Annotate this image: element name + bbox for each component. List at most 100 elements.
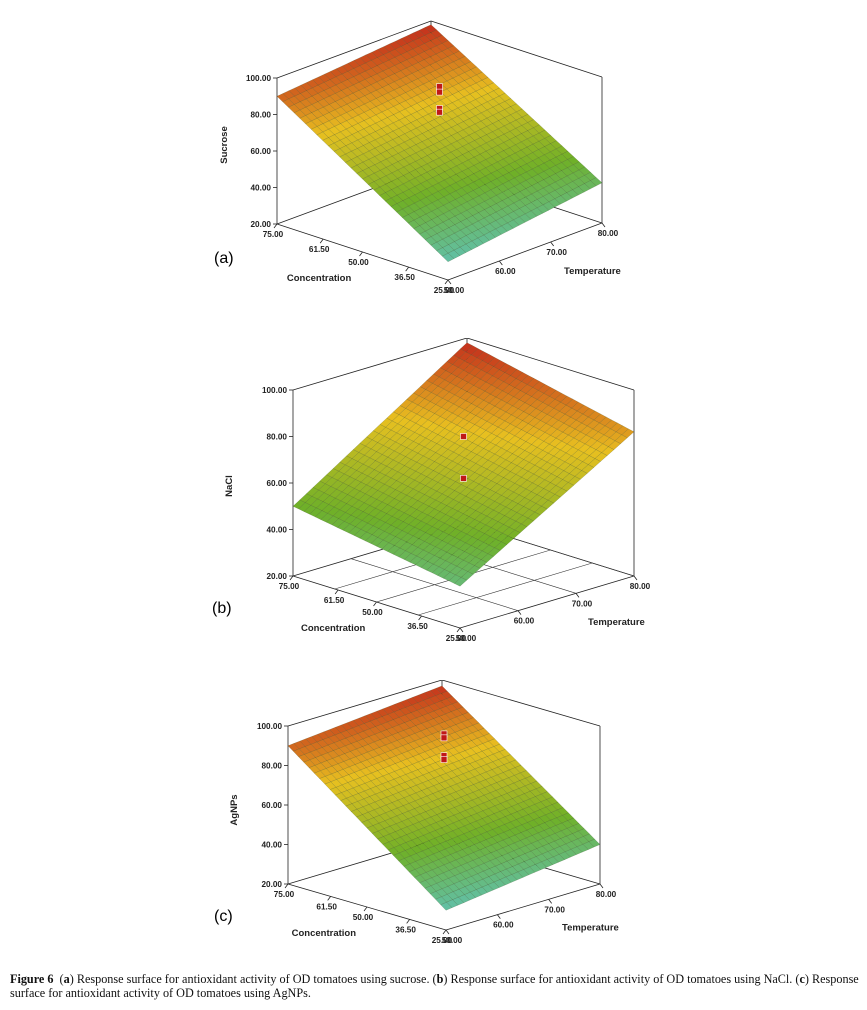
surface-patch xyxy=(450,557,464,567)
surface-patch xyxy=(544,819,557,829)
surface-patch xyxy=(367,469,381,479)
surface-patch xyxy=(454,229,467,239)
surface-patch xyxy=(337,521,351,531)
surface-patch xyxy=(292,499,306,510)
surface-patch xyxy=(452,83,465,92)
box-edge xyxy=(447,222,603,281)
surface-patch xyxy=(444,786,457,795)
surface-patch xyxy=(401,524,415,534)
box-edge xyxy=(459,575,635,629)
surface-patch xyxy=(357,502,371,512)
surface-patch xyxy=(385,181,398,190)
z-tick-label: 60.00 xyxy=(262,801,283,810)
y-tick-label: 50.00 xyxy=(362,608,383,617)
surface-patch xyxy=(560,175,574,185)
surface-patch xyxy=(555,162,568,171)
surface-patch xyxy=(588,838,601,848)
surface-patch xyxy=(370,442,384,452)
surface-patch xyxy=(402,735,415,744)
surface-patch xyxy=(356,170,369,180)
surface-patch xyxy=(492,759,505,768)
surface-patch xyxy=(348,772,361,781)
surface-patch xyxy=(436,880,449,890)
surface-patch xyxy=(371,433,385,443)
surface-patch xyxy=(452,888,465,898)
design-points xyxy=(436,83,443,116)
surface-patch xyxy=(532,132,546,142)
surface-patch xyxy=(454,729,467,738)
x-tick-mark xyxy=(599,883,604,889)
surface-patch xyxy=(543,176,556,186)
caption-letter-c: c xyxy=(799,972,805,986)
surface-patch xyxy=(515,515,529,525)
surface-patch xyxy=(433,783,446,792)
surface-patch xyxy=(520,837,532,847)
surface-patch xyxy=(508,426,522,437)
surface-patch xyxy=(424,236,438,246)
surface-patch xyxy=(450,510,464,521)
surface-patch xyxy=(445,703,458,712)
surface-patch xyxy=(602,437,616,447)
surface-patch xyxy=(353,529,367,539)
surface-patch xyxy=(371,762,384,771)
surface-patch xyxy=(453,246,467,256)
surface-patch xyxy=(526,378,540,388)
z-tick-label: 60.00 xyxy=(267,479,288,488)
surface-patch xyxy=(398,714,411,723)
surface-patch xyxy=(387,89,401,99)
surface-patch xyxy=(386,411,400,422)
surface-patch xyxy=(446,696,459,705)
box-edge xyxy=(466,338,635,391)
surface-patch xyxy=(498,363,512,373)
surface-patch xyxy=(368,734,381,743)
surface-patch xyxy=(332,461,346,472)
surface-patch xyxy=(519,188,532,198)
y-tick-mark xyxy=(273,223,278,229)
surface-patch xyxy=(391,509,405,520)
surface-patch xyxy=(528,804,541,813)
surface-patch xyxy=(453,397,467,408)
surface-patch xyxy=(435,540,449,550)
surface-patch xyxy=(431,867,444,876)
surface-patch xyxy=(437,205,450,215)
surface-patch xyxy=(548,840,561,850)
surface-patch xyxy=(371,830,384,840)
surface-patch xyxy=(357,730,370,740)
surface-patch xyxy=(298,502,312,512)
y-tick-label: 25.00 xyxy=(432,936,453,945)
y-tick-label: 75.00 xyxy=(263,230,284,239)
surface-patch xyxy=(483,442,497,452)
surface-patch xyxy=(334,491,348,502)
surface-patch xyxy=(423,764,436,773)
panel-label-c: (c) xyxy=(214,908,233,925)
surface-patch xyxy=(367,181,381,191)
y-tick-label: 50.00 xyxy=(353,913,374,922)
surface-patch xyxy=(536,393,550,403)
z-tick-label: 80.00 xyxy=(251,111,272,120)
surface-plot-a: 20.00 40.00 60.00 80.00 100.00 Sucrose 25.00 36… xyxy=(219,20,621,295)
surface-patch xyxy=(466,860,479,869)
surface-patch xyxy=(373,739,386,748)
surface-patch xyxy=(538,423,552,433)
surface-patch xyxy=(413,813,426,823)
surface-patch xyxy=(464,403,478,413)
surface-patch xyxy=(519,180,533,189)
surface-patch xyxy=(334,732,347,741)
surface-patch xyxy=(400,758,413,767)
surface-patch xyxy=(316,739,329,748)
surface-patch xyxy=(499,450,513,461)
surface-patch xyxy=(486,414,500,425)
surface-patch xyxy=(475,96,488,105)
x-tick-label: 80.00 xyxy=(598,229,619,238)
z-axis-title: NaCl xyxy=(224,475,235,497)
y-tick-label: 61.50 xyxy=(316,902,337,911)
surface-patch xyxy=(558,452,572,463)
surface-patch xyxy=(479,150,493,160)
surface-patch xyxy=(451,367,464,377)
surface-patch xyxy=(489,228,502,238)
design-point xyxy=(440,734,448,742)
y-tick-mark xyxy=(289,575,294,581)
z-tick-label: 20.00 xyxy=(262,880,283,889)
y-tick-mark xyxy=(418,615,422,621)
surface-patch xyxy=(576,844,589,853)
